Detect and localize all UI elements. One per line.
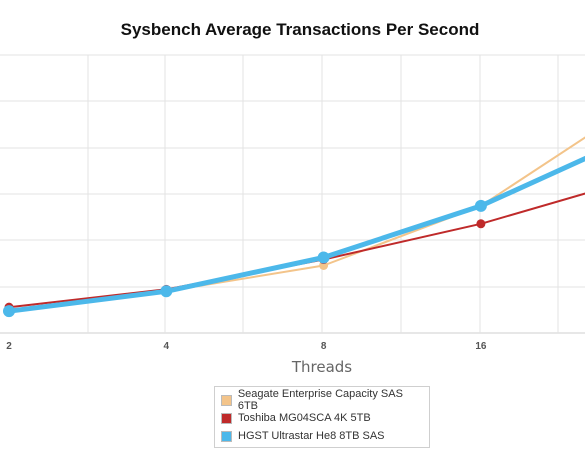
x-tick-label: 4 bbox=[164, 341, 170, 352]
legend-swatch bbox=[221, 412, 232, 424]
grid bbox=[0, 54, 585, 334]
series-line bbox=[8, 136, 585, 313]
legend-label: Seagate Enterprise Capacity SAS 6TB bbox=[237, 388, 403, 412]
legend-entry: HGST Ultrastar He8 8TB SAS bbox=[221, 427, 423, 445]
x-tick-label: 16 bbox=[475, 341, 487, 352]
legend-label: Toshiba MG04SCA 4K 5TB bbox=[238, 412, 371, 424]
legend-entry: Toshiba MG04SCA 4K 5TB bbox=[221, 409, 423, 427]
series-group bbox=[3, 136, 585, 318]
x-tick-label: 2 bbox=[6, 341, 12, 352]
data-point bbox=[474, 199, 487, 212]
legend-swatch bbox=[221, 430, 232, 442]
legend-label: HGST Ultrastar He8 8TB SAS bbox=[238, 430, 385, 442]
data-point bbox=[160, 285, 173, 298]
data-point bbox=[317, 251, 330, 264]
x-tick-label: 8 bbox=[321, 341, 327, 352]
x-axis-title: Threads bbox=[291, 358, 352, 376]
x-tick-labels: 2 4 8 16 bbox=[6, 341, 487, 352]
series-line bbox=[6, 155, 585, 314]
legend-swatch bbox=[221, 394, 232, 406]
legend: Seagate Enterprise Capacity SAS 6TB Toshi… bbox=[214, 386, 430, 448]
data-point bbox=[3, 305, 15, 318]
data-point bbox=[476, 219, 486, 229]
legend-entry: Seagate Enterprise Capacity SAS 6TB bbox=[221, 388, 423, 412]
chart-title: Sysbench Average Transactions Per Second bbox=[120, 20, 480, 39]
